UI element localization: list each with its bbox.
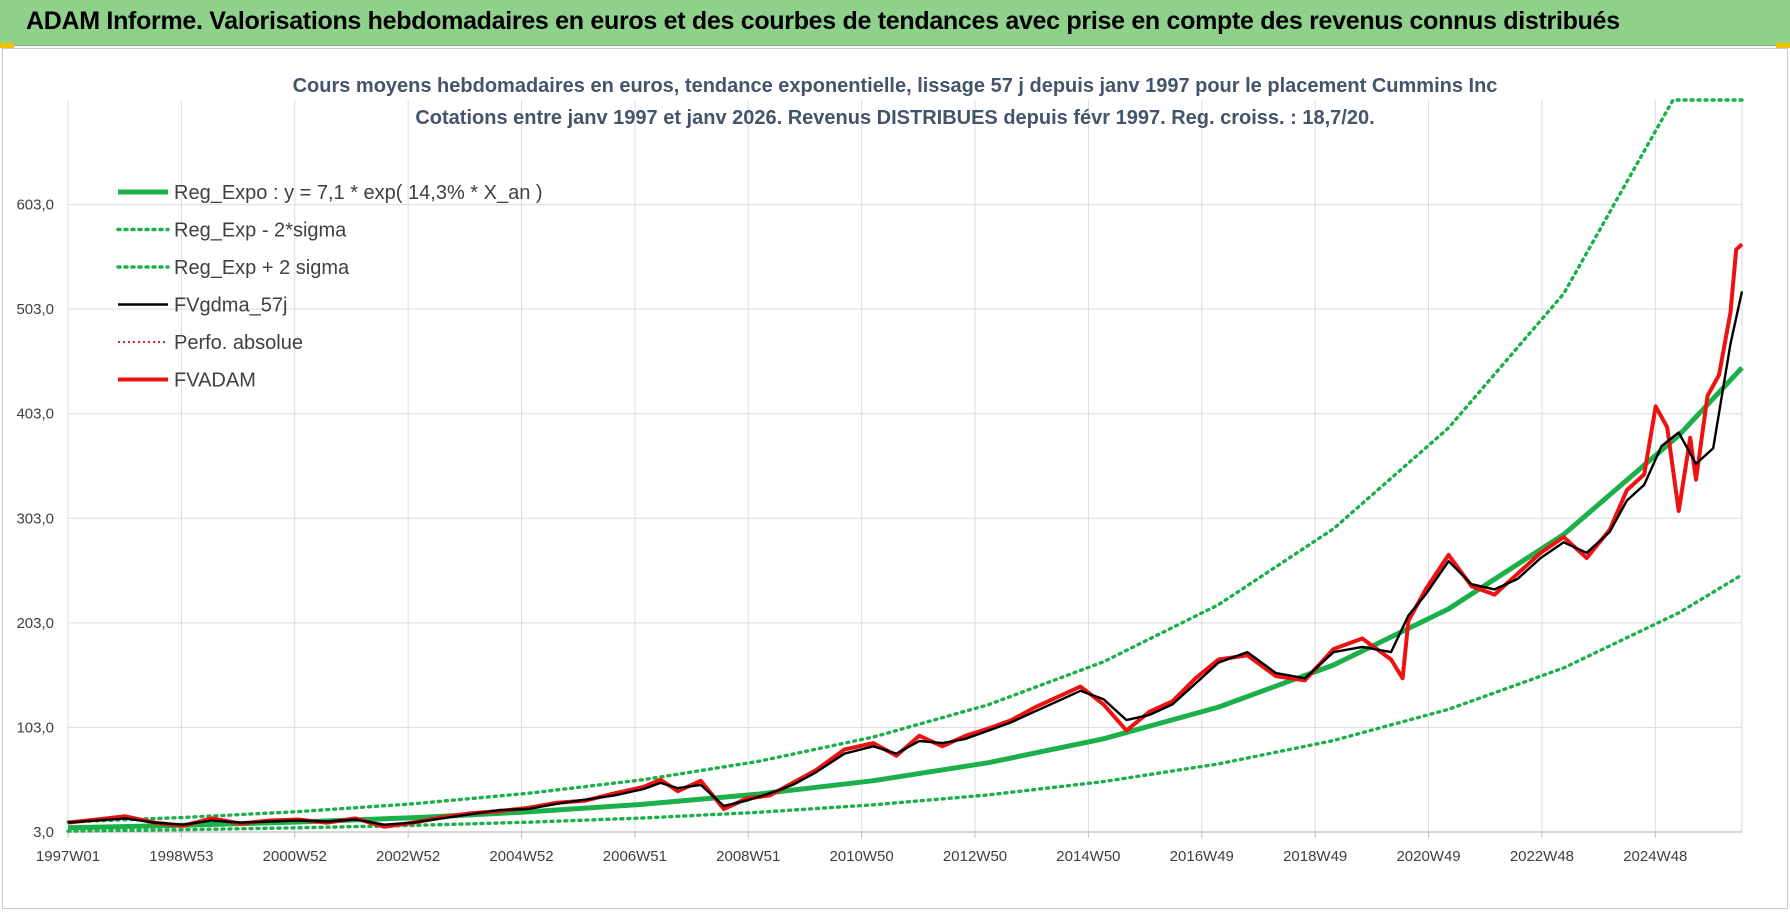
x-tick-label: 2024W48 (1623, 848, 1687, 865)
x-tick-label: 1998W53 (149, 848, 213, 865)
report-banner: ADAM Informe. Valorisations hebdomadaire… (0, 0, 1790, 46)
x-tick-label: 2000W52 (263, 848, 327, 865)
x-tick-label: 2014W50 (1056, 848, 1120, 865)
y-tick-label: 403,0 (16, 406, 54, 423)
series (66, 98, 1744, 833)
x-tick-label: 2004W52 (489, 848, 553, 865)
series-line-0 (67, 365, 1744, 831)
x-tick-label: 1997W01 (36, 848, 100, 865)
legend-label-2: Reg_Exp + 2 sigma (174, 257, 350, 279)
x-tick-label: 2002W52 (376, 848, 440, 865)
legend-label-0: Reg_Expo : y = 7,1 * exp( 14,3% * X_an ) (174, 182, 543, 204)
y-tick-label: 3,0 (33, 824, 54, 841)
banner-title: ADAM Informe. Valorisations hebdomadaire… (26, 7, 1620, 35)
chart-title: Cours moyens hebdomadaires en euros, ten… (293, 75, 1498, 97)
y-tick-label: 203,0 (16, 615, 54, 632)
corner-marker-top-left (0, 43, 14, 48)
axes: 3,0 103,0 203,0 303,0 403,0 503,0 603,0 1997W01… (16, 197, 1742, 865)
legend-label-3: FVgdma_57j (174, 295, 287, 317)
series-line-1 (66, 573, 1744, 833)
y-tick-label: 303,0 (16, 510, 54, 527)
x-tick-label: 2012W50 (943, 848, 1007, 865)
x-tick-label: 2016W49 (1170, 848, 1234, 865)
y-tick-label: 103,0 (16, 719, 54, 736)
x-tick-label: 2008W51 (716, 848, 780, 865)
x-tick-label: 2020W49 (1396, 848, 1460, 865)
x-tick-label: 2010W50 (830, 848, 894, 865)
y-tick-label: 503,0 (16, 301, 54, 318)
series-line-2 (66, 98, 1744, 824)
chart-frame (2, 48, 1788, 909)
legend-label-5: FVADAM (174, 370, 256, 392)
x-tick-label: 2006W51 (603, 848, 667, 865)
chart-subtitle: Cotations entre janv 1997 et janv 2026. … (415, 107, 1374, 129)
legend-label-4: Perfo. absolue (174, 332, 303, 354)
legend-label-1: Reg_Exp - 2*sigma (174, 220, 347, 242)
grid (67, 100, 1743, 833)
x-tick-label: 2018W49 (1283, 848, 1347, 865)
legend: Reg_Expo : y = 7,1 * exp( 14,3% * X_an )… (116, 182, 543, 392)
y-tick-label: 603,0 (16, 197, 54, 214)
series-line-5 (67, 242, 1744, 829)
series-line-3 (67, 291, 1744, 826)
x-tick-label: 2022W48 (1510, 848, 1574, 865)
corner-marker-top-right (1776, 43, 1790, 48)
